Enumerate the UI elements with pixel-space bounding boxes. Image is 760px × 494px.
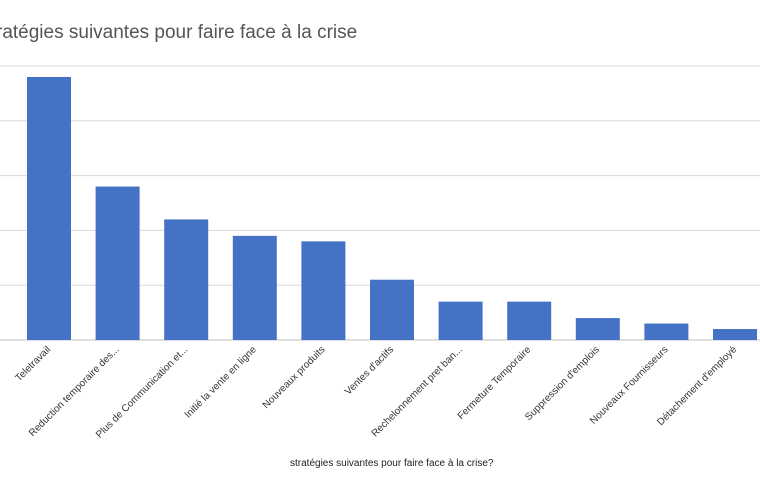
bar	[575, 318, 620, 340]
category-tick-label: Suppression d'emplois	[523, 344, 602, 423]
bar	[27, 76, 71, 341]
bar	[713, 329, 757, 340]
category-tick-label: Initié la vente en ligne	[183, 344, 259, 420]
bar	[95, 186, 140, 340]
bar	[232, 235, 277, 340]
bar	[438, 301, 483, 340]
bar	[301, 241, 346, 340]
bar	[370, 279, 414, 340]
category-tick-label: Ventes d'actifs	[343, 344, 396, 397]
category-tick-label: Nouveaux produits	[261, 344, 328, 411]
category-tick-label: Détachement d'employé	[655, 344, 739, 428]
category-tick-label: Fermeture Temporaire	[456, 344, 534, 422]
chart-title: ratégies suivantes pour faire face à la …	[0, 22, 358, 43]
bar	[164, 219, 209, 340]
x-axis-title: stratégies suivantes pour faire face à l…	[290, 458, 494, 469]
category-tick-label: Teletravail	[14, 344, 54, 384]
bars	[27, 76, 757, 341]
category-tick-label: Nouveaux Fournisseurs	[588, 344, 670, 426]
bar	[507, 301, 552, 340]
bar	[644, 323, 689, 340]
